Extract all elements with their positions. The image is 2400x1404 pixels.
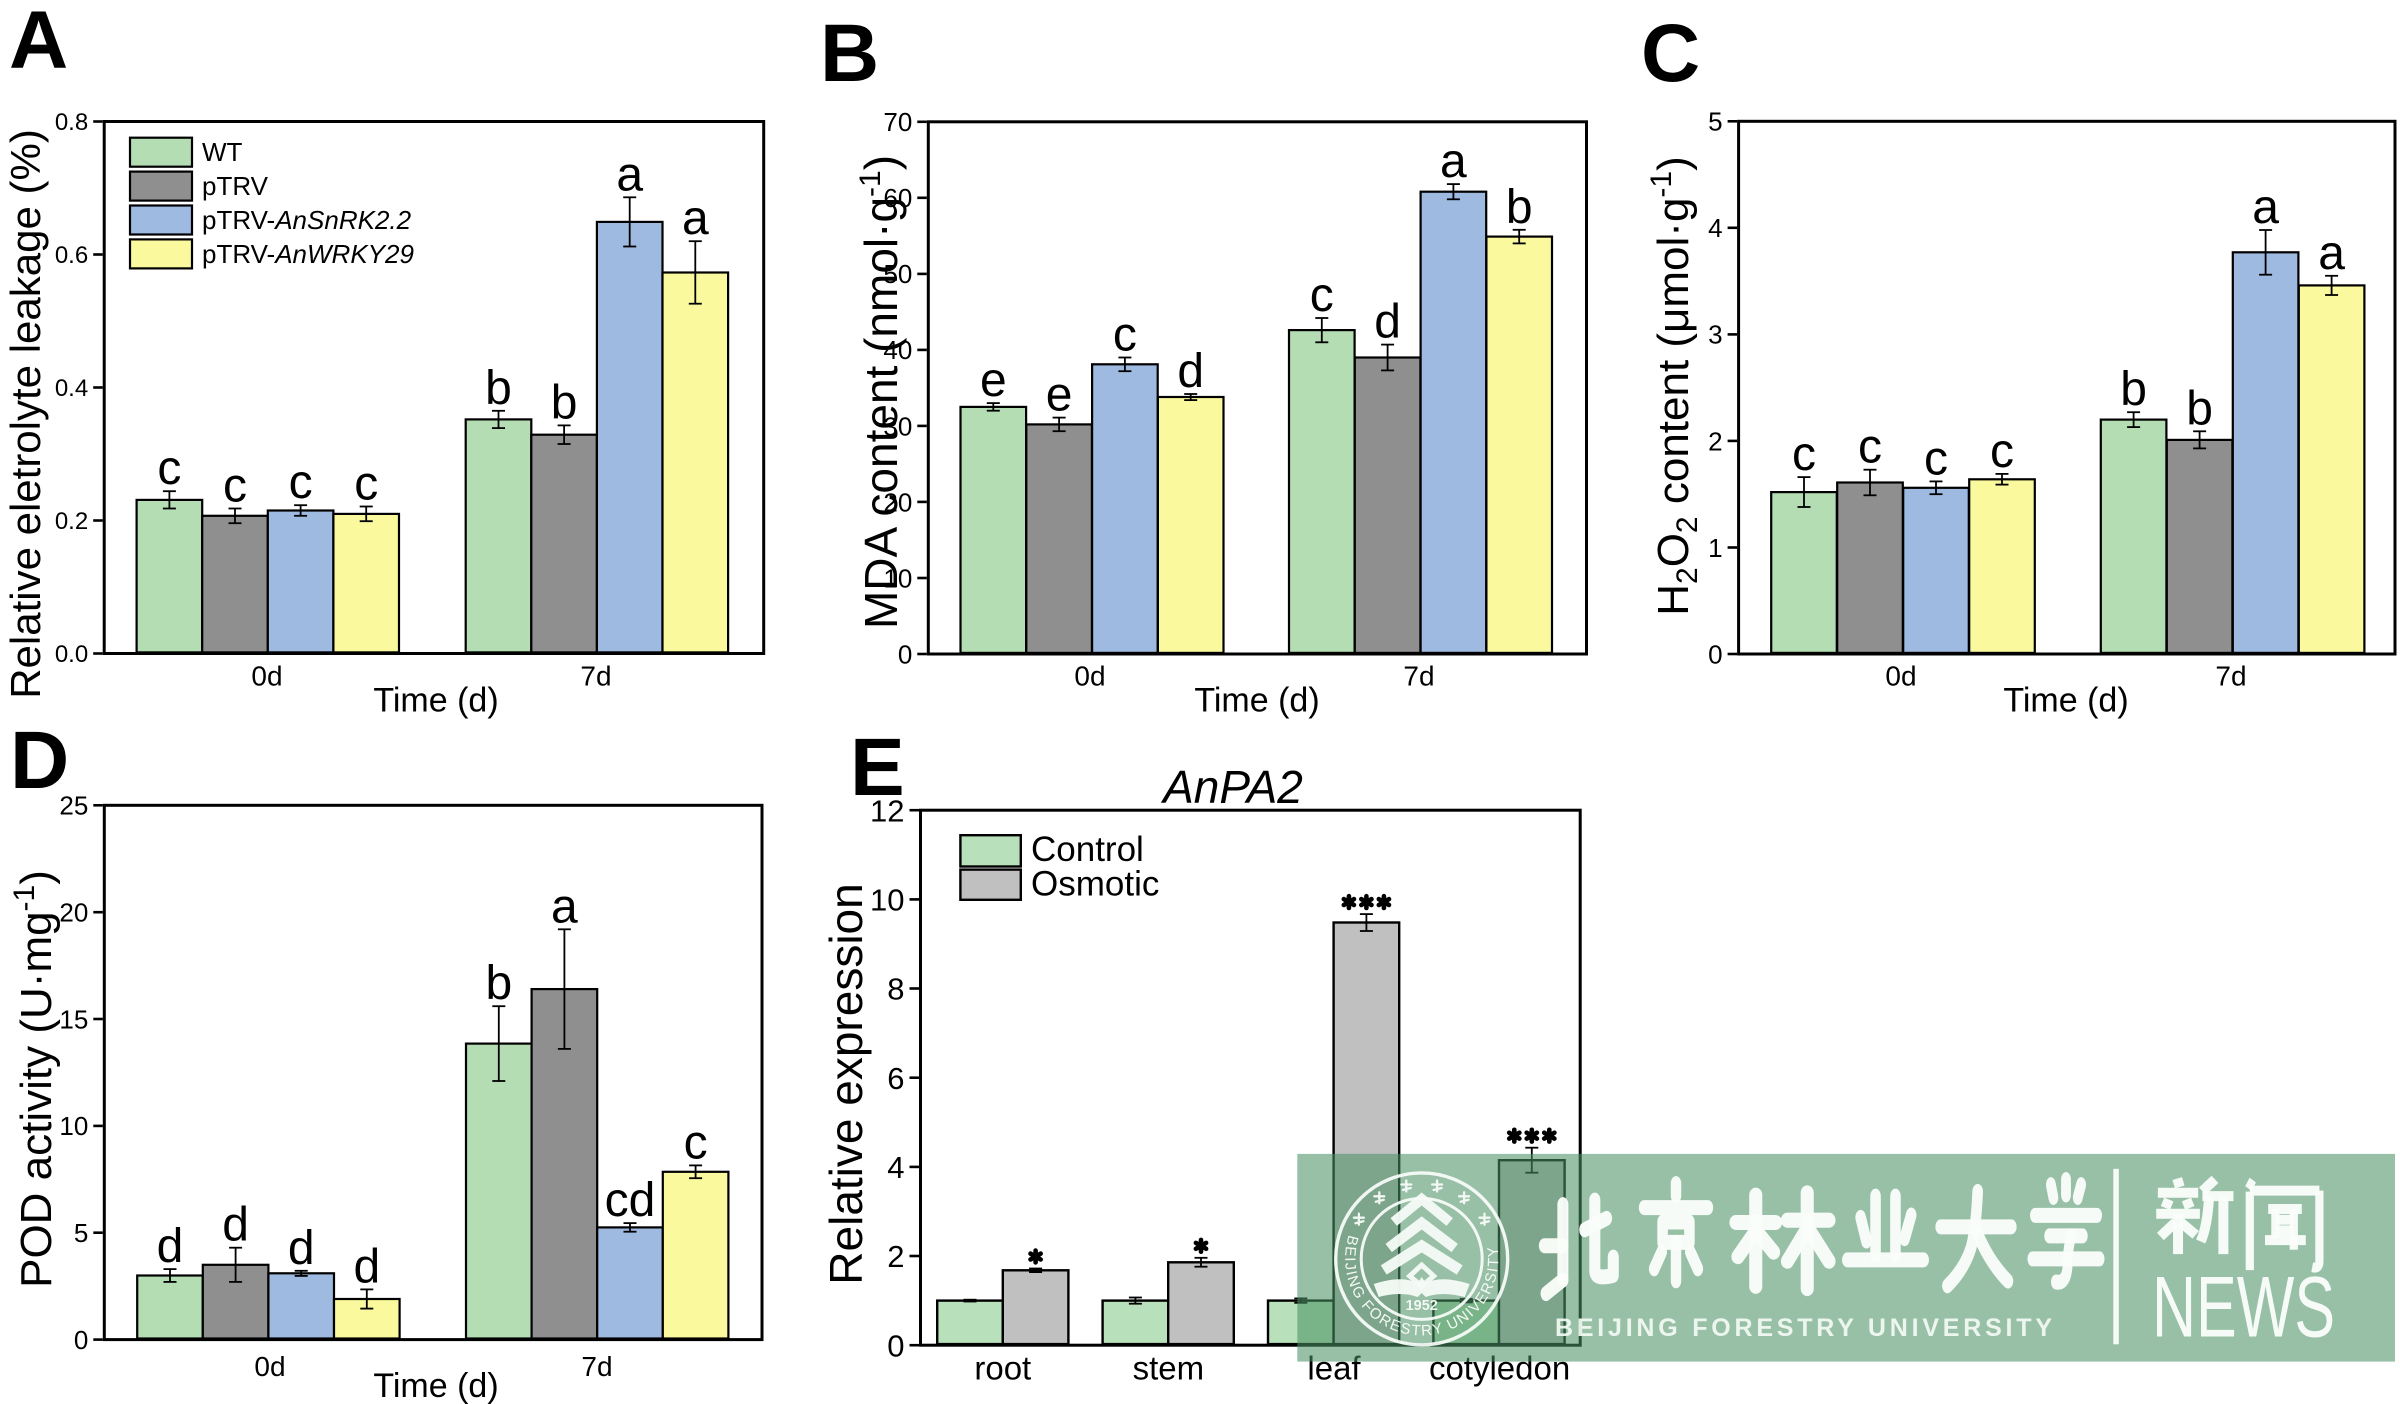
svg-text:0d: 0d [254, 1351, 285, 1382]
svg-text:pTRV: pTRV [202, 171, 269, 201]
svg-text:20: 20 [59, 898, 88, 928]
svg-text:0d: 0d [251, 661, 282, 692]
svg-text:b: b [485, 957, 512, 1010]
svg-text:0.4: 0.4 [55, 375, 88, 402]
svg-text:cd: cd [605, 1174, 656, 1227]
svg-text:0: 0 [74, 1325, 88, 1355]
svg-text:c: c [1113, 309, 1137, 362]
svg-text:pTRV-AnSnRK2.2: pTRV-AnSnRK2.2 [202, 205, 412, 235]
svg-text:POD activity (U·mg-1): POD activity (U·mg-1) [8, 870, 61, 1288]
svg-text:5: 5 [1708, 107, 1722, 137]
svg-text:0: 0 [1708, 639, 1722, 669]
svg-text:c: c [1792, 428, 1816, 481]
svg-text:a: a [1440, 135, 1467, 188]
svg-text:4: 4 [1708, 213, 1722, 243]
svg-text:2: 2 [887, 1239, 904, 1274]
svg-text:10: 10 [883, 563, 912, 593]
svg-text:b: b [1506, 181, 1533, 234]
svg-text:Relative expression: Relative expression [820, 883, 872, 1284]
svg-text:Relative eletrolyte leakage (%: Relative eletrolyte leakage (%) [2, 129, 49, 699]
svg-text:0.6: 0.6 [55, 242, 88, 269]
svg-text:0.8: 0.8 [55, 109, 88, 136]
svg-text:a: a [2318, 227, 2345, 280]
svg-text:c: c [1990, 425, 2014, 478]
svg-text:b: b [485, 362, 512, 415]
svg-text:6: 6 [887, 1061, 904, 1096]
svg-text:a: a [2252, 181, 2279, 234]
svg-text:0.2: 0.2 [55, 508, 88, 535]
svg-text:b: b [551, 376, 578, 429]
svg-text:10: 10 [870, 883, 904, 918]
svg-text:d: d [1177, 345, 1204, 398]
svg-text:AnPA2: AnPA2 [1160, 761, 1303, 813]
svg-text:12: 12 [870, 793, 904, 828]
svg-text:0: 0 [887, 1328, 904, 1363]
svg-text:d: d [288, 1222, 315, 1275]
svg-text:a: a [616, 148, 643, 201]
svg-text:2: 2 [1708, 426, 1722, 456]
svg-text:A: A [9, 0, 68, 86]
svg-text:c: c [1924, 432, 1948, 485]
svg-text:b: b [2120, 363, 2147, 416]
svg-text:7d: 7d [2215, 661, 2246, 692]
svg-text:0: 0 [898, 639, 912, 669]
svg-text:70: 70 [883, 107, 912, 137]
svg-text:Time (d): Time (d) [1194, 682, 1319, 720]
svg-text:15: 15 [59, 1004, 88, 1034]
svg-text:30: 30 [883, 411, 912, 441]
svg-text:10: 10 [59, 1111, 88, 1141]
svg-text:pTRV-AnWRKY29: pTRV-AnWRKY29 [202, 239, 414, 269]
svg-text:B: B [820, 8, 879, 99]
svg-text:b: b [2186, 382, 2213, 435]
svg-text:7d: 7d [580, 661, 611, 692]
svg-text:WT: WT [202, 137, 243, 167]
svg-text:BEIJING FORESTRY UNIVERSITY: BEIJING FORESTRY UNIVERSITY [1555, 1314, 2052, 1342]
svg-text:4: 4 [887, 1150, 904, 1185]
svg-text:c: c [157, 442, 181, 495]
svg-text:1952: 1952 [1406, 1298, 1438, 1314]
svg-text:Osmotic: Osmotic [1031, 865, 1159, 904]
svg-text:c: c [684, 1116, 708, 1169]
svg-text:H2O2 content (μmol·g-1): H2O2 content (μmol·g-1) [1645, 156, 1704, 616]
svg-text:8: 8 [887, 972, 904, 1007]
svg-text:Time (d): Time (d) [2003, 682, 2128, 720]
svg-text:5: 5 [74, 1218, 88, 1248]
svg-text:d: d [353, 1240, 380, 1293]
svg-text:E: E [850, 722, 905, 813]
svg-text:50: 50 [883, 259, 912, 289]
svg-text:0.0: 0.0 [55, 641, 88, 668]
svg-text:d: d [222, 1199, 249, 1252]
svg-text:c: c [1858, 421, 1882, 474]
svg-text:25: 25 [59, 791, 88, 821]
svg-text:c: c [223, 460, 247, 513]
svg-text:D: D [10, 715, 69, 806]
svg-text:3: 3 [1708, 320, 1722, 350]
svg-text:e: e [980, 354, 1007, 407]
svg-text:a: a [682, 192, 709, 245]
svg-text:Control: Control [1031, 830, 1144, 869]
svg-text:40: 40 [883, 335, 912, 365]
svg-text:e: e [1046, 369, 1073, 422]
svg-text:0d: 0d [1074, 661, 1105, 692]
svg-text:a: a [551, 880, 578, 933]
svg-text:c: c [1310, 269, 1334, 322]
svg-text:d: d [1374, 296, 1401, 349]
svg-text:60: 60 [883, 183, 912, 213]
svg-text:7d: 7d [1403, 661, 1434, 692]
svg-text:MDA content (nmol·g-1): MDA content (nmol·g-1) [854, 155, 907, 629]
svg-text:Time (d): Time (d) [373, 682, 498, 720]
svg-text:c: c [289, 456, 313, 509]
svg-text:stem: stem [1133, 1350, 1205, 1387]
svg-text:NEWS: NEWS [2152, 1259, 2335, 1355]
svg-text:Time (d): Time (d) [373, 1367, 498, 1404]
svg-text:0d: 0d [1885, 661, 1916, 692]
svg-text:root: root [974, 1350, 1031, 1387]
svg-text:d: d [157, 1220, 184, 1273]
svg-text:20: 20 [883, 487, 912, 517]
svg-text:7d: 7d [581, 1351, 612, 1382]
svg-text:C: C [1641, 8, 1700, 99]
svg-text:1: 1 [1708, 533, 1722, 563]
svg-text:c: c [354, 458, 378, 511]
